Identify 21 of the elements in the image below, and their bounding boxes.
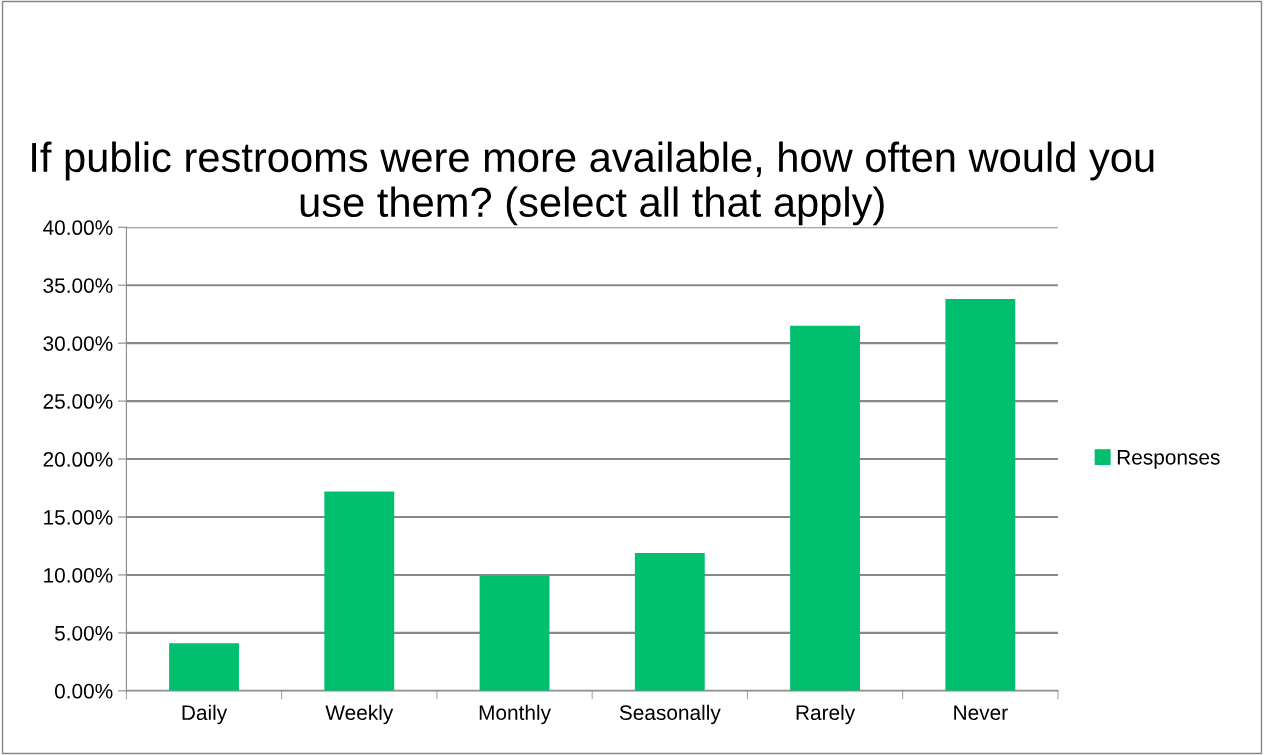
bar (945, 299, 1016, 691)
bar (169, 643, 239, 691)
x-tick-label: Seasonally (619, 704, 721, 725)
y-tick-label: 15.00% (44, 509, 113, 525)
y-tick-label: 25.00% (43, 394, 113, 409)
bar (634, 552, 705, 691)
y-tick-label: 20.00% (43, 452, 113, 467)
x-tick-label: Monthly (479, 704, 551, 725)
legend-label: Responses (1117, 450, 1220, 469)
y-tick-label: 10.00% (44, 567, 113, 583)
y-tick-label: 30.00% (43, 336, 113, 351)
x-tick-label: Weekly (325, 704, 394, 725)
y-tick-label: 5.00% (54, 625, 113, 641)
x-tick-label: Daily (182, 704, 228, 725)
bar (479, 576, 550, 691)
x-tick-label: Never (954, 705, 1008, 721)
x-tick-label: Rarely (796, 704, 856, 725)
y-tick-label: 0.00% (54, 683, 113, 699)
y-tick-label: 35.00% (43, 278, 113, 293)
bar (790, 325, 861, 691)
bar (324, 491, 395, 691)
